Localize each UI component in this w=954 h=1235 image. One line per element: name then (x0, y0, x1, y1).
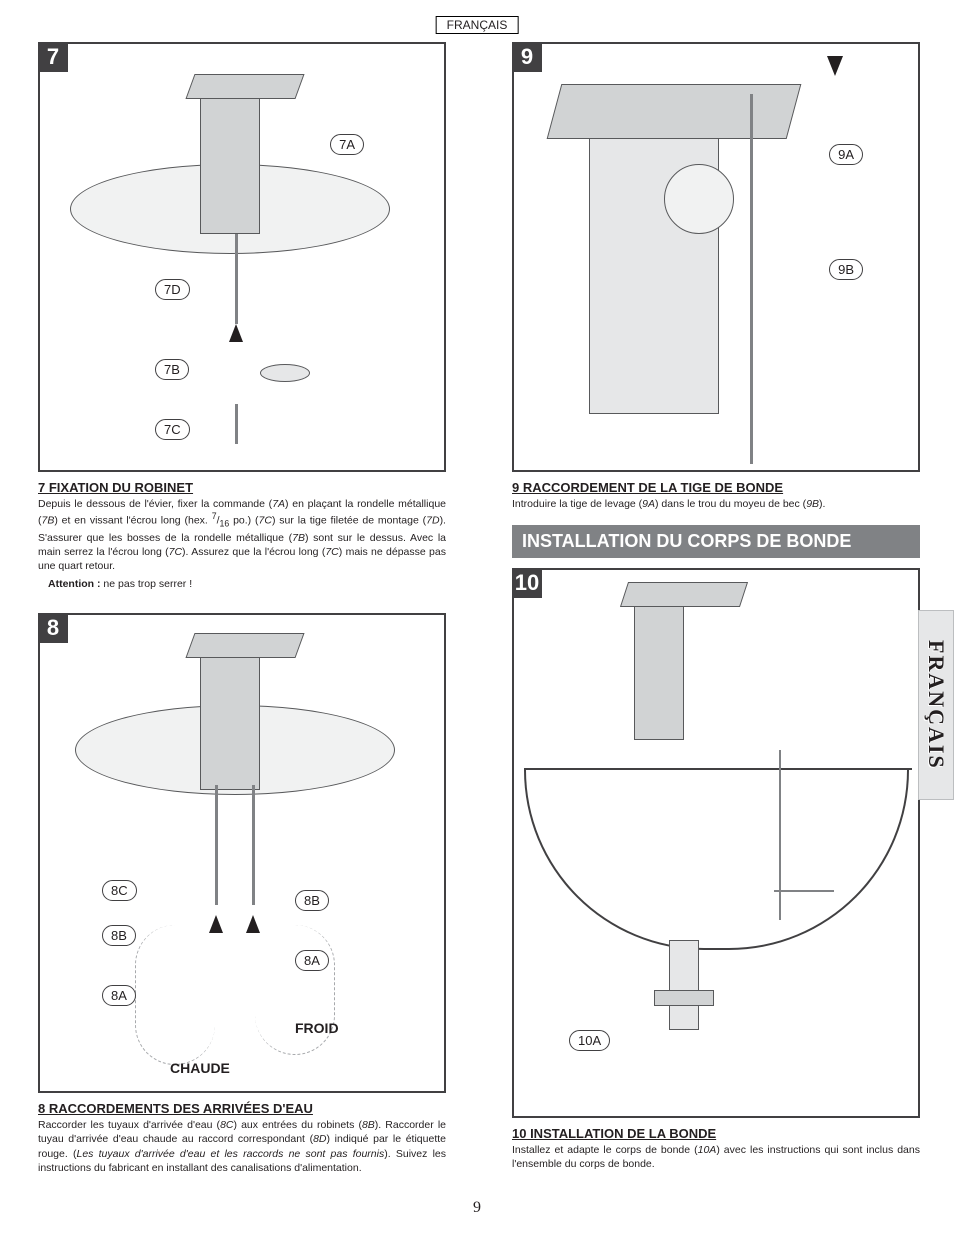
step10-body: Installez et adapte le corps de bonde (1… (512, 1143, 920, 1171)
t: ). Assurez que la l'écrou long ( (182, 546, 325, 558)
t: ) sur la tige filetée de montage ( (272, 515, 426, 527)
side-tab-label: FRANÇAIS (923, 640, 949, 770)
t: 7B (292, 532, 305, 544)
t: 7C (169, 546, 182, 558)
label-chaude: CHAUDE (170, 1060, 230, 1076)
arrow-down-icon (827, 56, 843, 76)
step9-diagram: 9 9A 9B (512, 42, 920, 472)
t: Installez et adapte le corps de bonde ( (512, 1144, 698, 1156)
t: 8B (362, 1119, 375, 1131)
t: 7A (272, 498, 285, 510)
t: 7C (259, 515, 272, 527)
callout-8a-right: 8A (295, 950, 329, 971)
t: ne pas trop serrer ! (101, 578, 193, 590)
label-froid: FROID (295, 1020, 339, 1036)
callout-7a: 7A (330, 134, 364, 155)
step10-diagram: 10 10A (512, 568, 920, 1118)
t: Depuis le dessous de l'évier, fixer la c… (38, 498, 272, 510)
t: ) dans le trou du moyeu de bec ( (655, 498, 806, 510)
step7-number: 7 (38, 42, 68, 72)
step9-number: 9 (512, 42, 542, 72)
t: 16 (219, 519, 229, 529)
top-language-label: FRANÇAIS (436, 16, 519, 34)
t: 7C (325, 546, 338, 558)
left-column: 7 7A 7D 7B 7C 7 FIXATION DU ROBINET Depu… (38, 42, 446, 1175)
t: Attention : (48, 578, 101, 590)
callout-8b-left: 8B (102, 925, 136, 946)
banner-installation-bonde: INSTALLATION DU CORPS DE BONDE (512, 525, 920, 558)
step8-diagram: 8 8C 8B 8A 8B 8A FROID CHAUDE (38, 613, 446, 1093)
t: Les tuyaux d'arrivée d'eau et les raccor… (76, 1148, 384, 1160)
callout-7d: 7D (155, 279, 190, 300)
t: 9B (806, 498, 819, 510)
t: Introduire la tige de levage ( (512, 498, 642, 510)
step9-body: Introduire la tige de levage (9A) dans l… (512, 497, 920, 511)
callout-8c: 8C (102, 880, 137, 901)
t: 7B (42, 515, 55, 527)
t: po.) ( (229, 515, 258, 527)
step9-heading: 9 RACCORDEMENT DE LA TIGE DE BONDE (512, 480, 920, 495)
callout-7b: 7B (155, 359, 189, 380)
t: Raccorder les tuyaux d'arrivée d'eau ( (38, 1119, 220, 1131)
step8-body: Raccorder les tuyaux d'arrivée d'eau (8C… (38, 1118, 446, 1175)
callout-9b: 9B (829, 259, 863, 280)
t: 9A (642, 498, 655, 510)
side-language-tab: FRANÇAIS (918, 610, 954, 800)
step8-heading: 8 RACCORDEMENTS DES ARRIVÉES D'EAU (38, 1101, 446, 1116)
step10-heading: 10 INSTALLATION DE LA BONDE (512, 1126, 920, 1141)
t: 8C (220, 1119, 233, 1131)
callout-9a: 9A (829, 144, 863, 165)
t: ) aux entrées du robinets ( (234, 1119, 362, 1131)
t: 8D (313, 1133, 326, 1145)
callout-8b-right: 8B (295, 890, 329, 911)
step7-body: Depuis le dessous de l'évier, fixer la c… (38, 497, 446, 573)
callout-7c: 7C (155, 419, 190, 440)
callout-8a-left: 8A (102, 985, 136, 1006)
step10-number: 10 (512, 568, 542, 598)
step7-attention: Attention : ne pas trop serrer ! (38, 577, 446, 591)
t: ) et en vissant l'écrou long (hex. (54, 515, 211, 527)
step8-number: 8 (38, 613, 68, 643)
t: 7D (426, 515, 439, 527)
callout-10a: 10A (569, 1030, 610, 1051)
right-column: 9 9A 9B 9 RACCORDEMENT DE LA TIGE DE BON… (512, 42, 920, 1172)
step7-heading: 7 FIXATION DU ROBINET (38, 480, 446, 495)
t: 10A (698, 1144, 717, 1156)
page-number: 9 (473, 1199, 481, 1217)
step7-diagram: 7 7A 7D 7B 7C (38, 42, 446, 472)
t: ). (819, 498, 825, 510)
